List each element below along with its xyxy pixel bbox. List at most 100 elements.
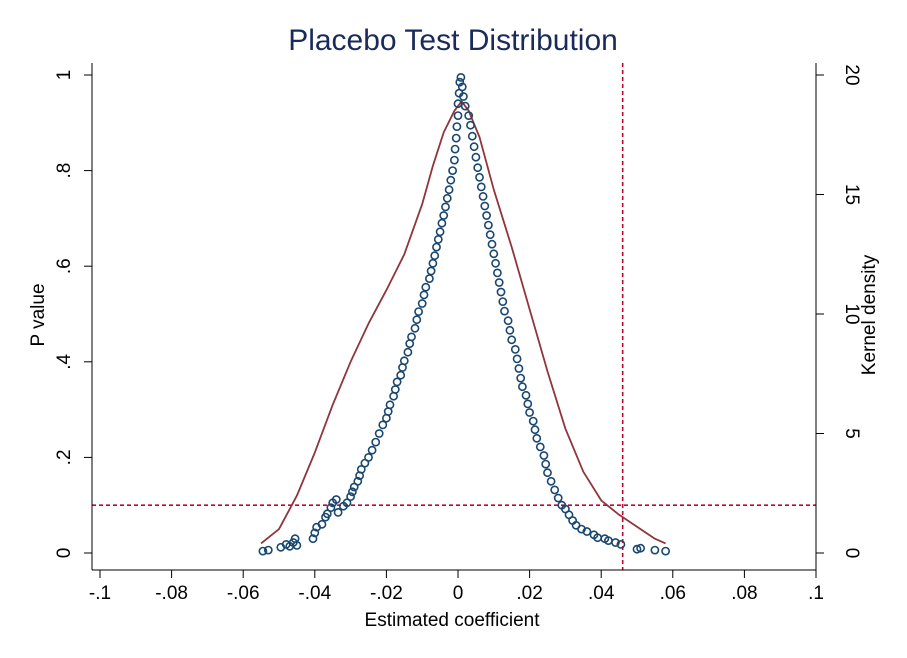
scatter-point: [317, 519, 327, 529]
scatter-point: [485, 230, 495, 240]
scatter-point: [507, 335, 517, 345]
scatter-point: [403, 347, 413, 357]
scatter-point: [480, 201, 490, 211]
scatter-point: [450, 144, 460, 154]
scatter-point: [535, 442, 545, 452]
scatter-point: [661, 546, 670, 556]
scatter-point: [432, 242, 441, 252]
scatter-point: [498, 297, 508, 306]
scatter-point: [616, 540, 626, 549]
scatter-point: [473, 163, 483, 173]
scatter-point: [650, 545, 660, 555]
y-right-tick-label: 15: [841, 184, 862, 205]
scatter-point: [469, 142, 479, 152]
scatter-point: [478, 191, 488, 201]
scatter-point: [346, 492, 355, 501]
scatter-point: [333, 508, 343, 517]
scatter-point: [449, 155, 459, 165]
scatter-point: [374, 429, 384, 438]
scatter-point: [441, 202, 450, 212]
scatter-point: [367, 445, 377, 455]
scatter-point: [444, 185, 454, 195]
scatter-point: [611, 538, 620, 547]
scatter-point: [385, 400, 395, 410]
scatter-point: [437, 218, 447, 228]
scatter-point: [632, 544, 642, 554]
scatter-point: [308, 534, 318, 544]
y-left-axis-label: P value: [28, 283, 49, 346]
scatter-point: [292, 541, 302, 550]
y-right-tick-label: 5: [841, 428, 862, 439]
scatter-point: [494, 278, 504, 287]
scatter-point: [446, 175, 456, 185]
x-tick-label: 0: [453, 583, 464, 604]
scatter-point: [528, 416, 538, 426]
scatter-point: [439, 211, 449, 220]
scatter-point: [455, 77, 465, 87]
scatter-point: [448, 166, 457, 175]
scatter-point: [466, 120, 475, 130]
scatter-point: [342, 498, 352, 508]
scatter-point: [475, 172, 484, 182]
scatter-point: [514, 364, 524, 373]
scatter-point: [353, 476, 363, 486]
scatter-point: [364, 452, 373, 462]
scatter-point: [442, 193, 452, 203]
scatter-point: [582, 527, 592, 536]
scatter-point: [347, 487, 357, 497]
scatter-point: [396, 370, 406, 380]
y-right-axis-label: Kernel density: [859, 254, 880, 375]
scatter-point: [331, 495, 341, 504]
y-right-tick-label: 10: [841, 303, 862, 324]
scatter-point: [518, 382, 527, 392]
scatter-point: [453, 111, 463, 120]
x-tick-label: .08: [731, 583, 757, 604]
scatter-point: [435, 227, 445, 237]
scatter-point: [464, 111, 474, 120]
scatter-point: [543, 468, 552, 478]
scatter-point: [356, 464, 366, 474]
scatter-point: [521, 390, 531, 400]
scatter-point: [530, 425, 540, 435]
scatter-point: [505, 325, 515, 335]
x-tick-label: -.1: [89, 583, 111, 604]
scatter-point: [500, 306, 509, 316]
scatter-point: [458, 92, 468, 101]
x-axis-label: Estimated coefficient: [365, 610, 541, 631]
axes: [84, 63, 824, 578]
scatter-point: [456, 73, 466, 82]
scatter-point: [550, 485, 560, 495]
y-left-tick-label: 1: [54, 70, 75, 81]
scatter-point: [541, 459, 551, 469]
scatter-point: [516, 373, 526, 383]
scatter-point: [491, 258, 500, 268]
scatter-point: [417, 299, 427, 308]
scatter-point: [310, 528, 320, 538]
scatter-point: [487, 239, 497, 249]
scatter-point: [258, 546, 268, 556]
scatter-point: [483, 220, 493, 230]
scatter-point: [471, 152, 481, 162]
scatter-point: [326, 503, 336, 512]
scatter-point: [636, 543, 645, 553]
y-left-tick-label: .6: [54, 258, 75, 274]
scatter-point: [322, 509, 332, 519]
scatter-point: [546, 476, 556, 486]
chart-title: Placebo Test Distribution: [288, 24, 618, 57]
y-left-tick-label: .2: [54, 449, 75, 465]
scatter-point: [421, 282, 431, 292]
scatter-point: [426, 266, 436, 276]
x-tick-label: -.06: [227, 583, 260, 604]
scatter-point: [539, 451, 549, 460]
scatter-point: [412, 315, 422, 325]
y-left-tick-label: 0: [54, 548, 75, 559]
scatter-point: [525, 408, 534, 417]
scatter-point: [523, 399, 533, 409]
y-left-tick-label: .8: [54, 163, 75, 179]
scatter-point: [392, 377, 402, 387]
scatter-point: [407, 332, 416, 342]
scatter-point: [378, 420, 388, 430]
scatter-point: [510, 344, 520, 354]
